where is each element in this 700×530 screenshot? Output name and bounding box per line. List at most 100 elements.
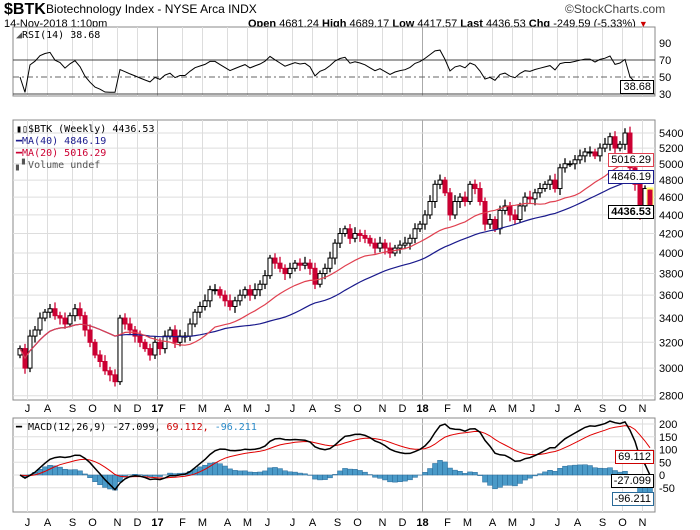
candle-body (362, 234, 368, 239)
macd-hist-bar (467, 471, 473, 476)
macd-hist-bar (72, 469, 78, 476)
candle-body (237, 294, 243, 302)
candle-body (352, 233, 358, 239)
candle-body (197, 305, 203, 313)
candle-body (397, 244, 403, 249)
month-label: S (599, 403, 606, 415)
candle-body (32, 329, 38, 337)
candle-body (202, 300, 208, 307)
candle-body (87, 329, 93, 343)
macd-hist-bar (547, 470, 553, 476)
rsi-line (19, 49, 651, 93)
candle-body (512, 214, 518, 220)
price-tick: 5000 (659, 159, 683, 171)
candle-body (97, 354, 103, 363)
ma40-legend-text: MA(40) 4846.19 (22, 136, 107, 147)
macd-hist-bar (262, 470, 268, 476)
macd-hist-bar (532, 474, 538, 477)
macd-hist-bar (67, 469, 73, 476)
month-label: N (639, 403, 647, 415)
candle-body (332, 242, 338, 259)
macd-hist-bar (482, 474, 488, 483)
macd-hist-bar (217, 463, 223, 476)
macd-hist-bar (577, 464, 583, 476)
macd-hist-bar (237, 470, 243, 476)
candle-body (52, 308, 58, 317)
month-label: J (555, 403, 561, 415)
candle-body (522, 196, 528, 207)
macd-hist-bar (487, 474, 493, 486)
macd-hist-bar (477, 474, 483, 476)
macd-tick: 200 (659, 419, 677, 431)
brand[interactable]: ©StockCharts.com (565, 2, 666, 16)
candle-body (112, 374, 118, 383)
month-label: M (243, 403, 252, 415)
macd-hist-bar (382, 474, 388, 481)
month-label: J (290, 403, 296, 415)
candle-body (562, 163, 568, 169)
macd-hist-bar (427, 468, 433, 476)
candle-body (572, 159, 578, 165)
macd-hist-bar (562, 465, 568, 476)
month-label: O (88, 403, 97, 415)
macd-hist-bar (302, 473, 308, 476)
price-tick: 4200 (659, 229, 683, 241)
macd-hist-bar (157, 474, 163, 477)
macd-hist-bar (437, 460, 443, 476)
month-label: M (508, 403, 517, 415)
macd-hist-bar (232, 470, 238, 476)
price-tick: 4600 (659, 192, 683, 204)
candle-body (327, 257, 333, 269)
candle-body (447, 192, 453, 216)
macd-hist-bar (277, 468, 283, 476)
candle-body (177, 335, 183, 343)
macd-signal-tag: 69.112 (615, 450, 654, 464)
candle-body (607, 136, 613, 145)
macd-hist-bar (377, 474, 383, 479)
candle-body (77, 308, 83, 317)
candle-body (42, 311, 48, 319)
candle-body (337, 233, 343, 244)
candle-body (157, 341, 163, 350)
macd-hist-bar (57, 466, 63, 476)
month-label: S (334, 403, 341, 415)
macd-hist-bar (452, 469, 458, 476)
macd-legend-text: MACD(12,26,9) -27.099, (28, 422, 161, 433)
macd-hist-bar (597, 467, 603, 476)
ma40-line (19, 181, 650, 360)
month-label: F (444, 403, 451, 415)
candle-body (467, 183, 473, 203)
macd-hist-bar (422, 472, 428, 476)
candle-body (592, 151, 598, 157)
rsi-tick: 50 (659, 72, 671, 84)
macd-hist-bar (402, 474, 408, 482)
price-tick: 5200 (659, 143, 683, 155)
index-name: Biotechnology Index - NYSE Arca INDX (46, 2, 257, 16)
macd-hist-bar (542, 471, 548, 476)
month-label: N (114, 403, 122, 415)
macd-hist-bar (492, 474, 498, 490)
month-label-bottom: F (179, 517, 186, 529)
candle-body (137, 335, 143, 343)
price-tick: 3600 (659, 290, 683, 302)
candle-body (257, 283, 263, 291)
candle-body (47, 308, 53, 313)
macd-hist-bar (567, 465, 573, 476)
macd-hist-bar (287, 471, 293, 476)
rsi-tick: 70 (659, 55, 671, 67)
macd-hist-bar (447, 467, 453, 476)
month-label-bottom: J (265, 517, 271, 529)
macd-hist-bar (442, 461, 448, 476)
month-label-bottom: 18 (416, 517, 428, 529)
macd-hist-bar (517, 474, 523, 484)
candle-body (307, 262, 313, 269)
price-tick: 2800 (659, 391, 683, 403)
month-label: N (379, 403, 387, 415)
macd-hist-bar (272, 467, 278, 476)
macd-hist-bar (362, 471, 368, 476)
candle-body (597, 147, 603, 157)
rsi-legend-text: RSI(14) 38.68 (22, 30, 101, 41)
candle-body (487, 218, 493, 225)
macd-hist-bar (432, 463, 438, 476)
candle-body (267, 257, 273, 277)
